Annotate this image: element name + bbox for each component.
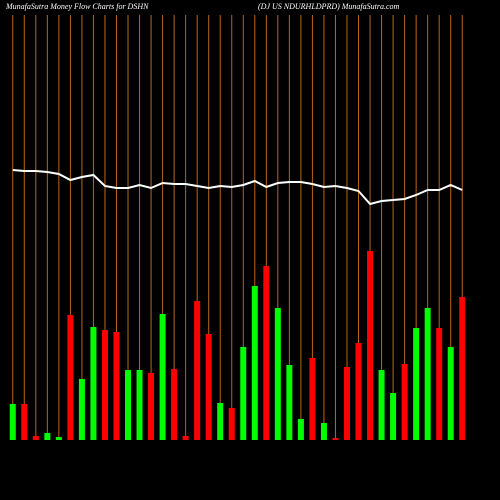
bar bbox=[228, 408, 235, 440]
bar bbox=[263, 266, 270, 440]
bar bbox=[67, 315, 74, 440]
bar bbox=[367, 251, 374, 440]
chart-subtitle: (DJ US NDURHLDPRD) MunafaSutra.com bbox=[258, 2, 400, 11]
price-line bbox=[12, 169, 463, 206]
bar bbox=[251, 286, 258, 440]
bar bbox=[125, 370, 132, 440]
bar bbox=[401, 364, 408, 440]
bar bbox=[424, 308, 431, 440]
bar bbox=[194, 301, 201, 440]
bar bbox=[297, 419, 304, 440]
bar bbox=[32, 436, 39, 440]
bar bbox=[343, 367, 350, 440]
bar bbox=[171, 369, 178, 440]
chart-title: MunafaSutra Money Flow Charts for DSHN bbox=[5, 2, 149, 11]
bar bbox=[286, 365, 293, 440]
bar bbox=[240, 347, 247, 440]
bar bbox=[390, 393, 397, 440]
bar bbox=[205, 334, 212, 440]
bar bbox=[148, 373, 155, 440]
bar bbox=[355, 343, 362, 440]
bar bbox=[182, 436, 189, 440]
bar bbox=[21, 404, 28, 440]
bar bbox=[447, 347, 454, 440]
bar bbox=[55, 437, 62, 440]
bar bbox=[436, 328, 443, 440]
bar bbox=[101, 330, 108, 440]
bar bbox=[309, 358, 316, 440]
bar bbox=[159, 314, 166, 440]
bar bbox=[113, 332, 120, 440]
bar bbox=[274, 308, 281, 440]
bar bbox=[459, 297, 466, 440]
bar bbox=[413, 328, 420, 440]
bar bbox=[90, 327, 97, 440]
bar bbox=[78, 379, 85, 440]
bar bbox=[136, 370, 143, 440]
bar bbox=[217, 403, 224, 440]
bar bbox=[378, 370, 385, 440]
bar bbox=[332, 438, 339, 440]
bar bbox=[320, 423, 327, 440]
bar bbox=[9, 404, 16, 440]
bar bbox=[44, 433, 51, 440]
